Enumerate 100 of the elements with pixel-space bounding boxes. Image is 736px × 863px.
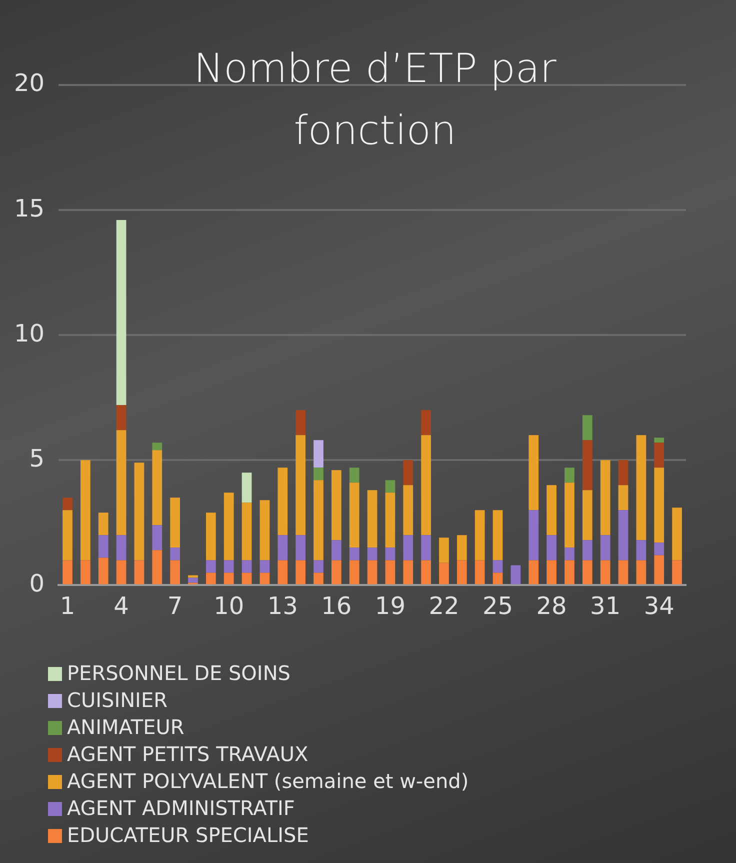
bar — [242, 560, 252, 573]
bar — [439, 538, 449, 563]
bar — [314, 480, 324, 560]
bar — [528, 435, 539, 510]
bar — [564, 468, 574, 483]
x-tick-label: 10 — [214, 592, 244, 620]
bar — [403, 535, 414, 560]
bar — [62, 510, 72, 560]
bar — [206, 512, 216, 560]
bar — [654, 555, 664, 584]
bar — [98, 535, 108, 558]
bar — [600, 460, 610, 536]
bar — [618, 460, 628, 486]
bar — [654, 468, 664, 543]
bar — [314, 440, 324, 468]
bar — [224, 492, 234, 560]
bar — [296, 410, 306, 436]
bar — [654, 442, 664, 468]
bar — [636, 560, 646, 584]
bar — [564, 482, 574, 548]
bar — [421, 560, 431, 584]
bar — [224, 572, 234, 584]
bar — [349, 560, 360, 584]
legend-label: AGENT POLYVALENT (semaine et w-end) — [67, 768, 469, 795]
bar — [116, 560, 126, 584]
bar — [528, 560, 539, 584]
x-tick-label: 28 — [536, 592, 567, 620]
bar — [188, 575, 198, 578]
bar — [224, 560, 234, 573]
legend-label: EDUCATEUR SPECIALISE — [67, 822, 309, 849]
bar — [672, 508, 682, 560]
bar — [582, 560, 592, 584]
bar — [242, 472, 252, 503]
legend-label: AGENT ADMINISTRATIF — [67, 795, 295, 822]
bar — [672, 560, 682, 584]
bar — [116, 220, 126, 406]
y-tick-label: 5 — [29, 444, 45, 472]
bar — [421, 435, 431, 536]
bar — [62, 498, 72, 510]
bar — [206, 572, 216, 584]
bar — [492, 510, 503, 560]
bar — [654, 542, 664, 556]
bar — [421, 410, 431, 436]
bar — [654, 438, 664, 443]
bar — [260, 572, 270, 584]
bar — [618, 560, 628, 584]
x-tick-label: 25 — [482, 592, 514, 620]
bar — [510, 565, 521, 584]
bar — [528, 510, 539, 560]
y-tick-label: 15 — [14, 194, 45, 222]
bar — [474, 560, 485, 584]
bar — [242, 502, 252, 560]
bar — [403, 485, 414, 536]
bar — [636, 435, 646, 540]
bar — [80, 560, 90, 584]
bar — [421, 535, 431, 560]
bar — [331, 470, 342, 540]
bar — [170, 498, 180, 548]
x-tick-label: 34 — [644, 592, 674, 620]
bar — [367, 490, 378, 548]
x-tick-label: 7 — [167, 592, 183, 620]
bar — [152, 525, 162, 550]
bar — [492, 572, 503, 584]
bar — [385, 480, 396, 493]
x-tick-label: 4 — [114, 592, 129, 620]
bar — [600, 535, 610, 560]
bar — [564, 548, 574, 560]
bar — [403, 560, 414, 584]
bar — [385, 492, 396, 548]
bar — [98, 558, 108, 584]
bar — [349, 548, 360, 560]
bar — [116, 405, 126, 430]
bar — [582, 490, 592, 540]
y-tick-label: 0 — [29, 569, 45, 598]
bar — [564, 560, 574, 584]
x-tick-label: 1 — [60, 592, 76, 620]
bar — [170, 548, 180, 560]
bar — [456, 560, 467, 584]
bar — [260, 500, 270, 560]
bar — [80, 460, 90, 560]
bar — [98, 512, 108, 536]
bar — [582, 440, 592, 490]
chart-title: Nombre d’ETP par fonction — [194, 46, 557, 154]
bar — [582, 540, 592, 560]
bar — [170, 560, 180, 584]
bar — [278, 468, 288, 536]
y-tick-label: 10 — [14, 319, 45, 348]
x-tick-label: 13 — [267, 592, 298, 620]
bar — [296, 535, 306, 560]
legend-label: CUISINIER — [67, 687, 168, 714]
bar — [403, 460, 414, 486]
bar — [349, 468, 360, 483]
bar — [296, 435, 306, 536]
bar — [152, 450, 162, 526]
y-tick-label: 20 — [14, 69, 45, 98]
bar — [134, 462, 144, 560]
x-tick-label: 22 — [428, 592, 460, 620]
x-tick-label: 16 — [321, 592, 352, 620]
bar — [582, 415, 592, 440]
bar — [546, 560, 556, 584]
